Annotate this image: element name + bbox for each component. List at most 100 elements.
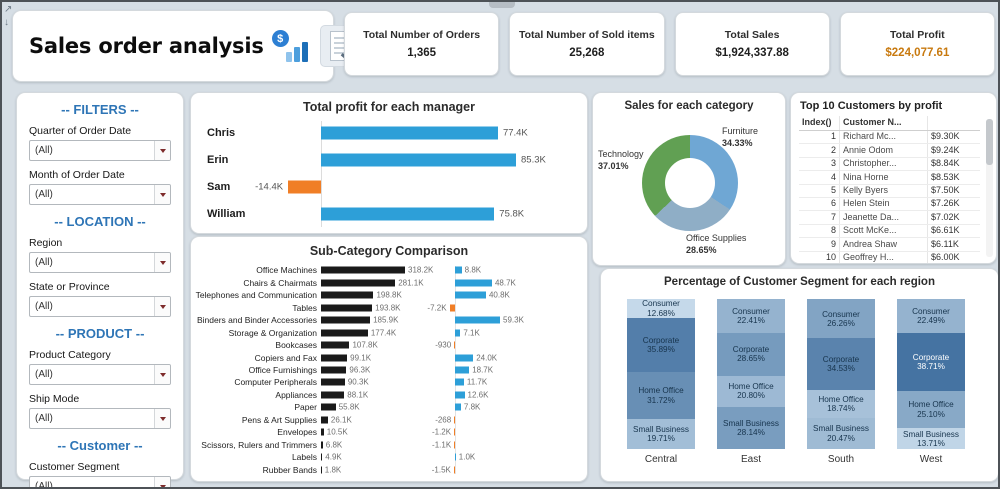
sales-value-label: 6.8K: [325, 440, 343, 450]
profit-bar[interactable]: [455, 291, 486, 299]
sales-bar[interactable]: [321, 354, 348, 362]
column-header-customer[interactable]: Customer N...: [839, 116, 928, 131]
segment-south-home-office[interactable]: Home Office 18.74%: [807, 390, 875, 419]
filter-dropdown-quarter-of-order-date[interactable]: (All): [29, 140, 171, 161]
customer-name: Kelly Byers: [839, 184, 928, 198]
region-column-east: Consumer 22.41% Corporate 28.65% Home Office…: [717, 299, 785, 449]
sales-bar[interactable]: [321, 316, 371, 324]
segment-west-home-office[interactable]: Home Office 25.10%: [897, 390, 965, 429]
dropdown-arrow-button[interactable]: [154, 409, 170, 428]
profit-bar-area: -1.1K: [432, 440, 583, 449]
profit-bar[interactable]: [454, 341, 455, 349]
segment-south-consumer[interactable]: Consumer 26.26%: [807, 299, 875, 339]
download-icon[interactable]: ↓: [4, 17, 9, 28]
manager-profit-bar[interactable]: [288, 180, 321, 193]
customer-row[interactable]: 9 Andrea Shaw $6.11K: [799, 237, 980, 252]
dropdown-arrow-button[interactable]: [154, 185, 170, 204]
segment-south-corporate[interactable]: Corporate 34.53%: [807, 338, 875, 391]
subcategory-row-binders-and-binder-accessories: Binders and Binder Accessories 185.9K 59.3…: [191, 314, 583, 326]
dropdown-arrow-button[interactable]: [154, 297, 170, 316]
subcategory-label: Storage & Organization: [228, 327, 317, 338]
profit-bar[interactable]: [455, 329, 461, 337]
profit-bar[interactable]: [455, 354, 474, 362]
sales-bar[interactable]: [321, 341, 350, 349]
segment-central-home-office[interactable]: Home Office 31.72%: [627, 371, 695, 420]
profit-bar[interactable]: [455, 391, 465, 399]
toolbar-collapse-handle[interactable]: [489, 2, 515, 8]
sales-bar[interactable]: [321, 291, 374, 299]
segment-central-small-business[interactable]: Small Business 19.71%: [627, 419, 695, 449]
sales-bar[interactable]: [321, 329, 368, 337]
profit-bar[interactable]: [455, 266, 462, 274]
dropdown-arrow-button[interactable]: [154, 477, 170, 487]
profit-bar[interactable]: [455, 279, 492, 287]
sales-bar[interactable]: [321, 304, 373, 312]
dropdown-arrow-button[interactable]: [154, 141, 170, 160]
segment-central-consumer[interactable]: Consumer 12.68%: [627, 299, 695, 319]
segment-south-small-business[interactable]: Small Business 20.47%: [807, 418, 875, 449]
column-header-index[interactable]: Index(): [799, 116, 840, 131]
sales-bar[interactable]: [321, 453, 323, 461]
filter-dropdown-state-or-province[interactable]: (All): [29, 296, 171, 317]
profit-bar[interactable]: [455, 453, 456, 461]
filter-dropdown-month-of-order-date[interactable]: (All): [29, 184, 171, 205]
customer-row[interactable]: 6 Helen Stein $7.26K: [799, 197, 980, 212]
customer-row[interactable]: 7 Jeanette Da... $7.02K: [799, 210, 980, 225]
profit-bar[interactable]: [455, 378, 464, 386]
profit-bar[interactable]: [454, 428, 455, 436]
segment-east-consumer[interactable]: Consumer 22.41%: [717, 299, 785, 333]
customer-row[interactable]: 1 Richard Mc... $9.30K: [799, 130, 980, 145]
table-scrollbar[interactable]: [986, 119, 993, 257]
manager-profit-bar[interactable]: [321, 207, 495, 220]
segment-west-small-business[interactable]: Small Business 13.71%: [897, 428, 965, 449]
customer-row[interactable]: 4 Nina Horne $8.53K: [799, 170, 980, 185]
profit-bar[interactable]: [454, 416, 455, 424]
profit-bar[interactable]: [455, 366, 470, 374]
profit-bar[interactable]: [453, 466, 455, 474]
customer-row[interactable]: 8 Scott McKe... $6.61K: [799, 224, 980, 239]
segment-west-corporate[interactable]: Corporate 38.71%: [897, 332, 965, 391]
sales-bar[interactable]: [321, 378, 345, 386]
profit-bar-area: 8.8K: [449, 266, 583, 275]
filter-dropdown-product-category[interactable]: (All): [29, 364, 171, 385]
customer-row[interactable]: 3 Christopher... $8.84K: [799, 157, 980, 172]
top-customers-title: Top 10 Customers by profit: [800, 100, 943, 112]
sales-bar[interactable]: [321, 279, 396, 287]
sales-bar[interactable]: [321, 466, 322, 474]
profit-bar[interactable]: [455, 403, 461, 411]
manager-profit-bar[interactable]: [321, 126, 498, 139]
subcategory-row-tables: Tables 193.8K -7.2K: [191, 301, 583, 313]
subcategory-row-chairs-chairmats: Chairs & Chairmats 281.1K 48.7K: [191, 276, 583, 288]
customer-row[interactable]: 5 Kelly Byers $7.50K: [799, 184, 980, 198]
scrollbar-thumb[interactable]: [986, 119, 993, 165]
category-donut-chart[interactable]: [642, 135, 738, 231]
sales-bar[interactable]: [321, 441, 323, 449]
sales-bar[interactable]: [321, 416, 328, 424]
segment-east-corporate[interactable]: Corporate 28.65%: [717, 332, 785, 376]
profit-bar[interactable]: [455, 316, 500, 324]
dropdown-arrow-button[interactable]: [154, 253, 170, 272]
subcategory-bar-chart: Office Machines 318.2K 8.8K Chairs & Chairm…: [191, 264, 583, 476]
sales-bar[interactable]: [321, 366, 347, 374]
sales-bar[interactable]: [321, 391, 345, 399]
open-external-icon[interactable]: ↗: [4, 4, 13, 15]
customer-row[interactable]: 2 Annie Odom $9.24K: [799, 143, 980, 158]
segment-label: Home Office: [908, 400, 954, 410]
segment-west-consumer[interactable]: Consumer 22.49%: [897, 299, 965, 333]
profit-bar[interactable]: [454, 441, 455, 449]
kpi-value: $224,077.61: [885, 47, 950, 59]
sales-bar[interactable]: [321, 428, 324, 436]
manager-profit-bar[interactable]: [321, 153, 516, 166]
sales-bar[interactable]: [321, 403, 336, 411]
filter-dropdown-ship-mode[interactable]: (All): [29, 408, 171, 429]
filter-label-product-category: Product Category: [29, 349, 111, 361]
filter-dropdown-region[interactable]: (All): [29, 252, 171, 273]
customer-row[interactable]: 10 Geoffrey H... $6.00K: [799, 251, 980, 263]
filter-dropdown-customer-segment[interactable]: (All): [29, 476, 171, 487]
segment-central-corporate[interactable]: Corporate 35.89%: [627, 318, 695, 372]
segment-east-small-business[interactable]: Small Business 28.14%: [717, 406, 785, 449]
dropdown-arrow-button[interactable]: [154, 365, 170, 384]
profit-bar[interactable]: [449, 304, 455, 312]
segment-east-home-office[interactable]: Home Office 20.80%: [717, 375, 785, 407]
sales-bar[interactable]: [321, 266, 405, 274]
